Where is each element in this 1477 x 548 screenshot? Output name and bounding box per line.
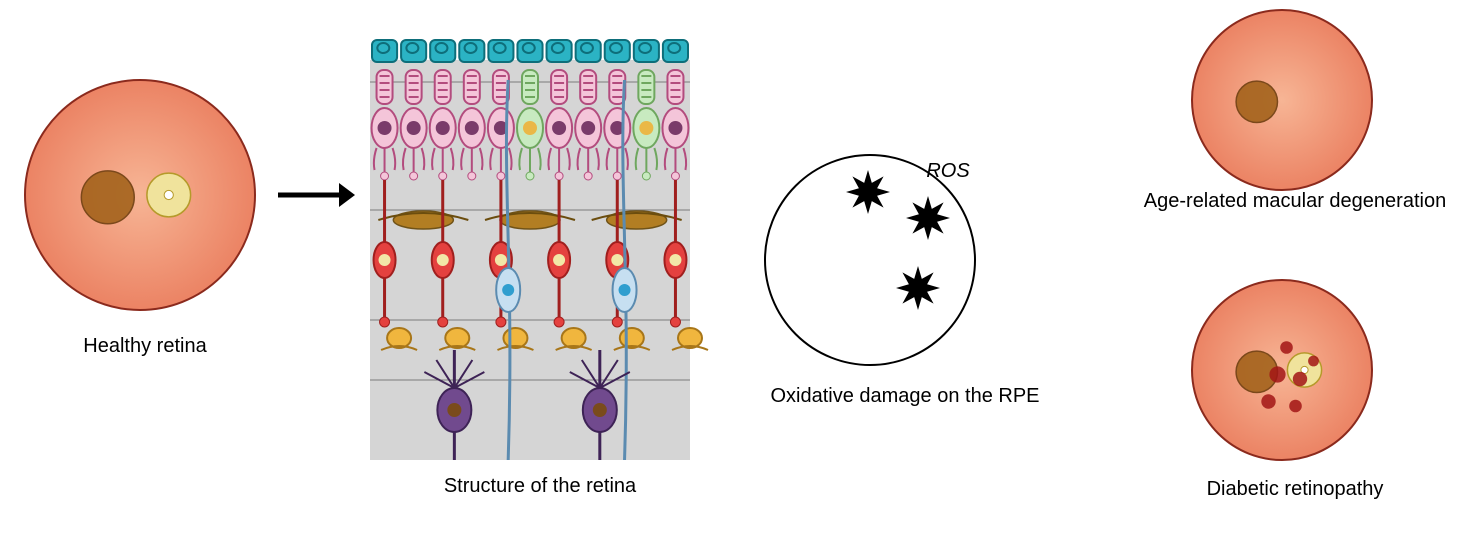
ros-diagram xyxy=(660,155,975,470)
label-healthy: Healthy retina xyxy=(60,335,230,358)
label-amd: Age-related macular degeneration xyxy=(1120,190,1470,213)
label-ros: ROS xyxy=(918,160,978,183)
retina-structure xyxy=(370,40,708,460)
amd-retina xyxy=(1192,10,1385,190)
healthy-retina xyxy=(25,80,271,310)
figure-svg xyxy=(0,0,1477,543)
label-oxidative: Oxidative damage on the RPE xyxy=(770,385,1040,408)
arrow-head xyxy=(339,183,355,207)
label-structure: Structure of the retina xyxy=(430,475,650,498)
figure-root: Healthy retina Structure of the retina O… xyxy=(0,0,1477,543)
dr-retina xyxy=(1192,280,1385,460)
label-dr: Diabetic retinopathy xyxy=(1195,478,1395,501)
